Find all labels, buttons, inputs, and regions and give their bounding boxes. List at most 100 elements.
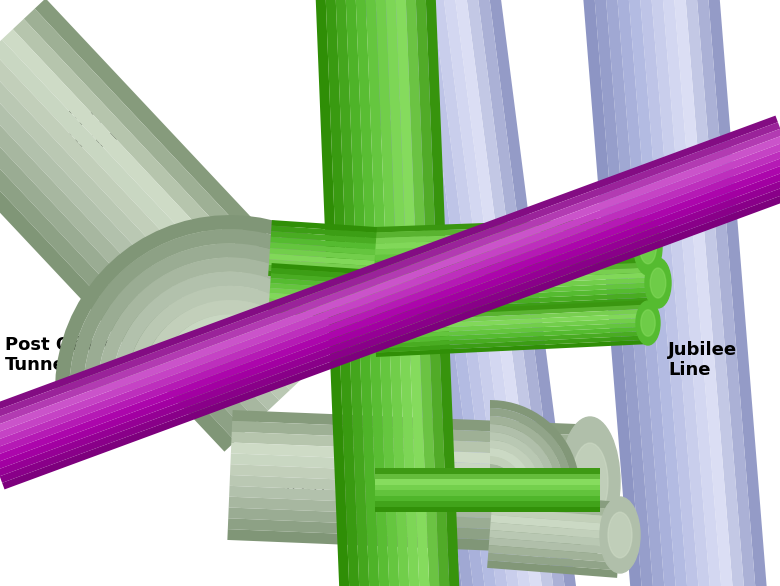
Polygon shape — [112, 272, 332, 390]
Polygon shape — [487, 560, 618, 578]
Polygon shape — [374, 300, 649, 318]
Polygon shape — [376, 302, 661, 320]
Polygon shape — [197, 357, 259, 390]
Polygon shape — [489, 537, 619, 555]
Polygon shape — [0, 135, 780, 437]
Polygon shape — [2, 188, 780, 489]
Polygon shape — [271, 273, 376, 285]
Polygon shape — [374, 223, 650, 239]
Polygon shape — [430, 0, 521, 586]
Ellipse shape — [645, 258, 671, 308]
Polygon shape — [232, 421, 602, 447]
Polygon shape — [374, 0, 465, 586]
Ellipse shape — [651, 268, 666, 298]
Polygon shape — [395, 0, 430, 586]
Polygon shape — [490, 440, 540, 490]
Polygon shape — [270, 283, 375, 295]
Polygon shape — [374, 277, 660, 295]
Polygon shape — [271, 268, 376, 280]
Polygon shape — [375, 485, 600, 490]
Polygon shape — [490, 456, 524, 490]
Polygon shape — [415, 0, 450, 586]
Polygon shape — [490, 408, 572, 490]
Polygon shape — [490, 416, 564, 490]
Polygon shape — [425, 0, 460, 586]
Polygon shape — [375, 245, 651, 261]
Polygon shape — [0, 115, 778, 417]
Polygon shape — [168, 328, 283, 390]
Polygon shape — [489, 530, 620, 547]
Polygon shape — [271, 237, 376, 250]
Ellipse shape — [634, 219, 662, 275]
Text: Post Office
Tunnel: Post Office Tunnel — [5, 336, 116, 374]
Polygon shape — [183, 342, 271, 390]
Polygon shape — [376, 267, 651, 283]
Polygon shape — [229, 497, 599, 523]
Ellipse shape — [636, 301, 660, 345]
Polygon shape — [374, 217, 649, 233]
Polygon shape — [490, 424, 556, 490]
Polygon shape — [374, 313, 650, 331]
Polygon shape — [375, 501, 600, 506]
Polygon shape — [385, 0, 477, 586]
Ellipse shape — [600, 497, 640, 573]
Polygon shape — [230, 464, 601, 490]
Polygon shape — [365, 0, 400, 586]
Polygon shape — [672, 0, 734, 586]
Polygon shape — [488, 553, 619, 570]
Ellipse shape — [608, 512, 632, 558]
Polygon shape — [12, 19, 334, 359]
Polygon shape — [375, 479, 600, 485]
Polygon shape — [0, 129, 780, 430]
Polygon shape — [0, 155, 780, 456]
Polygon shape — [271, 278, 376, 290]
Polygon shape — [491, 515, 621, 533]
Polygon shape — [270, 243, 375, 255]
Polygon shape — [0, 111, 236, 452]
Ellipse shape — [641, 310, 655, 336]
Polygon shape — [375, 496, 600, 501]
Polygon shape — [376, 339, 651, 357]
Polygon shape — [464, 0, 555, 586]
Polygon shape — [375, 287, 661, 305]
Polygon shape — [268, 265, 374, 277]
Polygon shape — [0, 175, 780, 476]
Polygon shape — [374, 234, 650, 250]
Polygon shape — [231, 442, 601, 468]
Polygon shape — [69, 229, 369, 390]
Polygon shape — [0, 39, 312, 380]
Polygon shape — [375, 0, 410, 586]
Polygon shape — [268, 308, 374, 320]
Polygon shape — [490, 464, 516, 490]
Polygon shape — [270, 288, 375, 300]
Polygon shape — [375, 468, 600, 473]
Polygon shape — [374, 309, 650, 326]
Polygon shape — [376, 335, 651, 353]
Polygon shape — [490, 432, 548, 490]
Polygon shape — [0, 50, 301, 390]
Polygon shape — [0, 80, 268, 421]
Polygon shape — [335, 0, 370, 586]
Polygon shape — [269, 254, 374, 266]
Polygon shape — [0, 91, 257, 431]
Text: ESC
9&10: ESC 9&10 — [60, 110, 118, 151]
Polygon shape — [604, 0, 666, 586]
Polygon shape — [0, 122, 780, 424]
Ellipse shape — [572, 443, 608, 521]
Polygon shape — [375, 292, 661, 310]
Polygon shape — [345, 0, 380, 586]
Polygon shape — [490, 448, 532, 490]
Ellipse shape — [560, 417, 620, 547]
Polygon shape — [374, 262, 659, 280]
Polygon shape — [0, 70, 279, 411]
Polygon shape — [396, 0, 488, 586]
Polygon shape — [491, 507, 622, 525]
Polygon shape — [594, 0, 655, 586]
Polygon shape — [376, 262, 651, 277]
Polygon shape — [684, 0, 745, 586]
Polygon shape — [34, 0, 356, 339]
Polygon shape — [271, 226, 377, 239]
Polygon shape — [375, 331, 651, 348]
Polygon shape — [55, 215, 381, 390]
Polygon shape — [582, 0, 644, 586]
